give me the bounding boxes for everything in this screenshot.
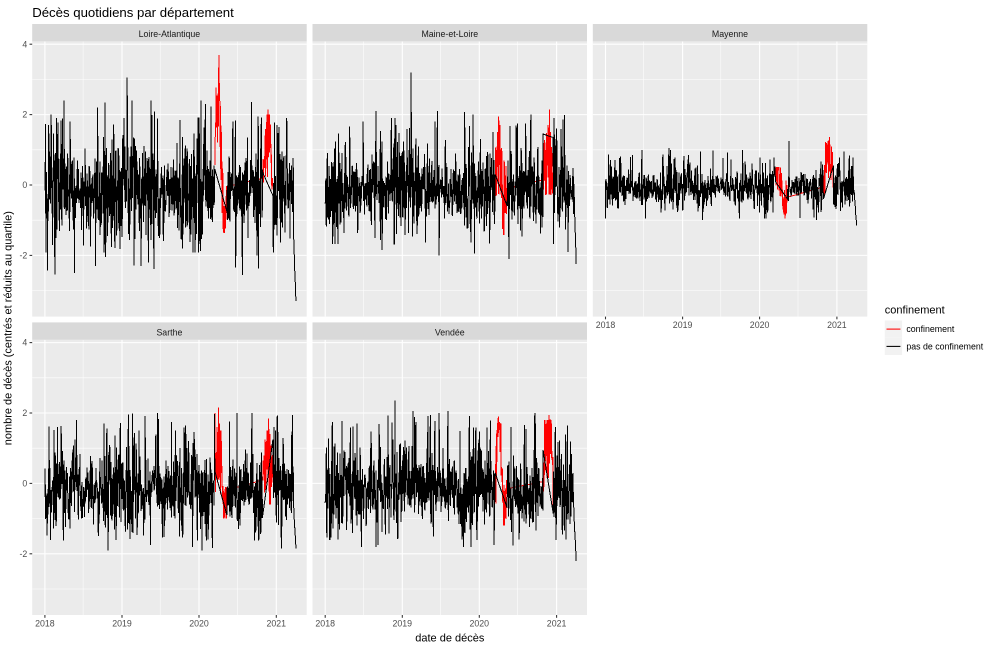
svg-text:2019: 2019 <box>112 619 132 629</box>
svg-text:2: 2 <box>22 110 27 120</box>
svg-text:2020: 2020 <box>189 619 209 629</box>
svg-text:0: 0 <box>22 180 27 190</box>
svg-text:2018: 2018 <box>35 619 55 629</box>
svg-text:2018: 2018 <box>596 320 616 330</box>
svg-text:confinement: confinement <box>885 305 945 317</box>
svg-text:Mayenne: Mayenne <box>712 29 748 39</box>
svg-text:2021: 2021 <box>827 320 847 330</box>
svg-text:2018: 2018 <box>315 619 335 629</box>
svg-text:2019: 2019 <box>673 320 693 330</box>
svg-text:2021: 2021 <box>267 619 287 629</box>
svg-text:nombre de décès (centrés et ré: nombre de décès (centrés et réduits au q… <box>3 211 15 445</box>
svg-text:Maine-et-Loire: Maine-et-Loire <box>421 29 478 39</box>
svg-text:-2: -2 <box>19 251 27 261</box>
svg-text:Sarthe: Sarthe <box>156 328 182 338</box>
svg-text:2019: 2019 <box>393 619 413 629</box>
svg-text:date de décès: date de décès <box>415 633 485 645</box>
svg-text:pas de confinement: pas de confinement <box>906 342 983 352</box>
svg-text:0: 0 <box>22 479 27 489</box>
svg-text:confinement: confinement <box>906 324 954 334</box>
svg-text:2021: 2021 <box>547 619 567 629</box>
svg-text:Décès quotidiens par départeme: Décès quotidiens par département <box>32 5 234 20</box>
svg-text:-2: -2 <box>19 549 27 559</box>
svg-text:Loire-Atlantique: Loire-Atlantique <box>139 29 201 39</box>
svg-text:4: 4 <box>22 39 27 49</box>
svg-text:2020: 2020 <box>750 320 770 330</box>
svg-text:4: 4 <box>22 338 27 348</box>
svg-text:2: 2 <box>22 408 27 418</box>
svg-text:Vendée: Vendée <box>435 328 465 338</box>
svg-text:2020: 2020 <box>470 619 490 629</box>
